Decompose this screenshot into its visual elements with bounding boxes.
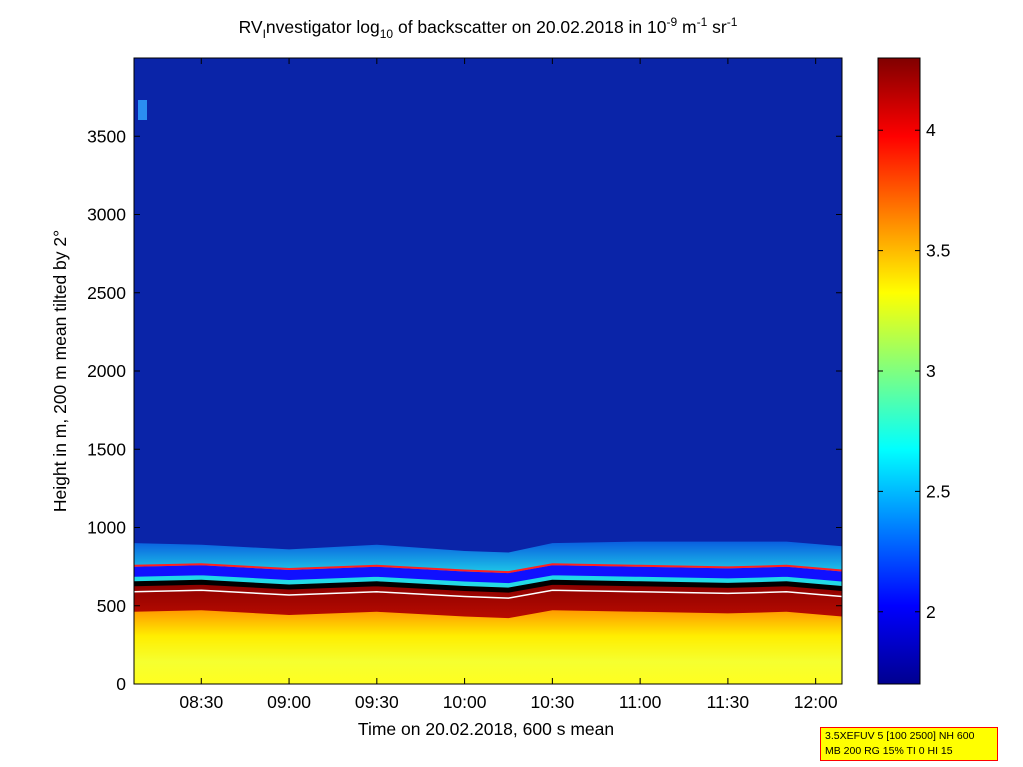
info-line-2: MB 200 RG 15% TI 0 HI 15	[825, 745, 953, 757]
x-tick-label: 09:30	[355, 692, 399, 712]
x-axis: 08:30 09:00 09:30 10:00 10:30 11:00 11:30 12:00	[179, 58, 838, 712]
title-mid: nvestigator log	[266, 17, 380, 37]
processing-info-box: 3.5XEFUV 5 [100 2500] NH 600 MB 200 RG 1…	[820, 727, 998, 761]
title-prefix: RV	[239, 17, 263, 37]
y-tick-label: 500	[97, 596, 126, 616]
x-tick-label: 09:00	[267, 692, 311, 712]
x-axis-label: Time on 20.02.2018, 600 s mean	[358, 719, 614, 739]
y-axis: 0 500 1000 1500 2000 2500 3000 3500	[87, 126, 842, 694]
title-unit-m: m	[677, 17, 696, 37]
colorbar-axis: 2 2.5 3 3.5 4	[878, 120, 950, 622]
colorbar-tick-label: 4	[926, 120, 936, 140]
title-sup-1: -9	[667, 15, 678, 29]
plot-area	[134, 58, 842, 684]
svg-text:RVInvestigator log10 of backsc: RVInvestigator log10 of backscatter on 2…	[239, 15, 738, 41]
cloud-base-blue-band	[134, 565, 842, 584]
y-tick-label: 0	[116, 674, 126, 694]
title-sup-2: -1	[697, 15, 708, 29]
x-tick-label: 11:00	[619, 692, 662, 712]
colorbar-tick-label: 3.5	[926, 241, 950, 261]
y-tick-label: 2500	[87, 283, 126, 303]
y-axis-label: Height in m, 200 m mean tilted by 2°	[50, 230, 70, 512]
surface-layer	[134, 610, 842, 684]
x-tick-label: 10:00	[443, 692, 487, 712]
y-tick-label: 1000	[87, 518, 126, 538]
info-line-1: 3.5XEFUV 5 [100 2500] NH 600	[825, 730, 975, 742]
title-after: of backscatter on 20.02.2018 in 10	[393, 17, 667, 37]
title-sub-i: I	[263, 27, 266, 41]
cloud-base-black-line	[134, 579, 842, 593]
chart-title: RVInvestigator log10 of backscatter on 2…	[239, 15, 738, 41]
x-tick-label: 12:00	[794, 692, 838, 712]
title-sup-3: -1	[727, 15, 738, 29]
x-tick-label: 11:30	[707, 692, 750, 712]
colorbar-tick-label: 2	[926, 602, 936, 622]
x-tick-label: 10:30	[530, 692, 574, 712]
y-tick-label: 2000	[87, 361, 126, 381]
cloud-base-white-edge	[134, 589, 842, 599]
colorbar-tick-label: 2.5	[926, 481, 950, 501]
title-sub-10: 10	[380, 27, 394, 41]
y-tick-label: 3000	[87, 205, 126, 225]
colorbar	[877, 57, 921, 685]
upper-noise-speck	[138, 100, 147, 120]
colorbar-tick-label: 3	[926, 361, 936, 381]
title-unit-sr: sr	[707, 17, 727, 37]
cloud-base-red-edge	[134, 563, 842, 574]
x-tick-label: 08:30	[179, 692, 223, 712]
y-tick-label: 3500	[87, 126, 126, 146]
y-tick-label: 1500	[87, 439, 126, 459]
